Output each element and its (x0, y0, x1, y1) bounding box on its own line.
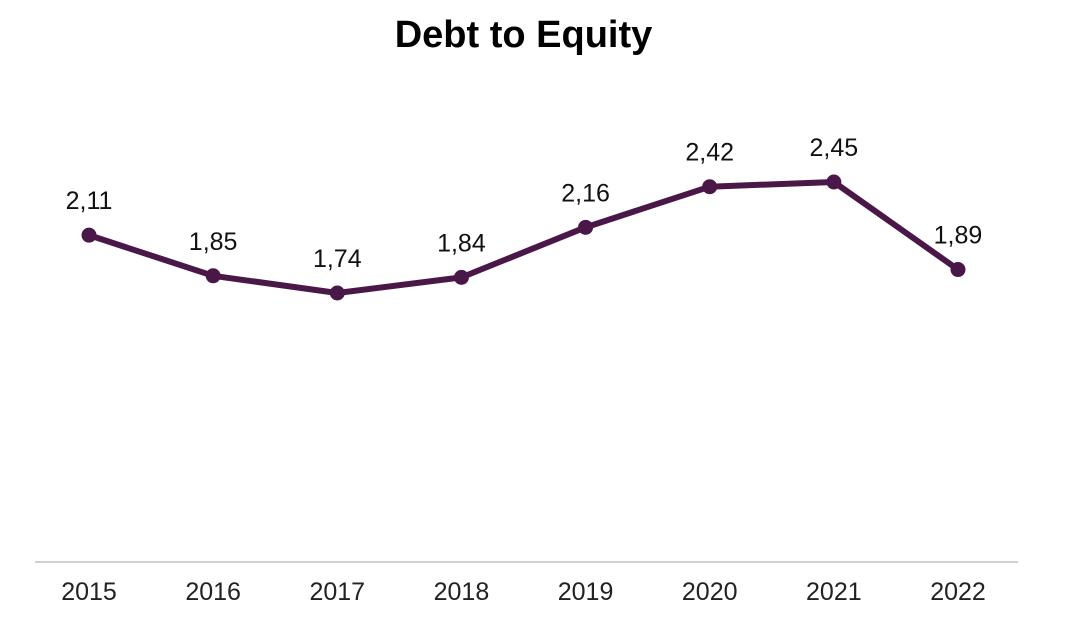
x-tick-label-2021: 2021 (806, 578, 862, 606)
data-point-2017 (329, 285, 345, 301)
data-point-2015 (81, 227, 97, 243)
data-point-2019 (578, 219, 594, 235)
x-tick-label-2022: 2022 (930, 578, 986, 606)
chart-title: Debt to Equity (394, 14, 653, 56)
data-point-2021 (826, 174, 842, 190)
data-point-2020 (702, 179, 718, 195)
data-label-2019: 2,16 (561, 179, 610, 207)
data-points (81, 174, 966, 301)
data-point-2016 (205, 268, 221, 284)
x-tick-label-2020: 2020 (682, 578, 738, 606)
x-tick-label-2017: 2017 (309, 578, 365, 606)
x-tick-label-2015: 2015 (61, 578, 117, 606)
data-labels: 2,11 1,85 1,74 1,84 2,16 2,42 2,45 1,89 (66, 134, 983, 273)
data-label-2017: 1,74 (313, 245, 362, 273)
data-point-2018 (453, 269, 469, 285)
series-line (86, 179, 961, 296)
x-tick-labels: 2015 2016 2017 2018 2019 2020 2021 2022 (61, 578, 986, 606)
data-label-2022: 1,89 (934, 222, 983, 250)
x-tick-label-2018: 2018 (434, 578, 490, 606)
data-label-2021: 2,45 (810, 134, 859, 162)
data-label-2018: 1,84 (437, 229, 486, 257)
x-tick-label-2019: 2019 (558, 578, 614, 606)
data-label-2015: 2,11 (66, 187, 113, 215)
data-label-2020: 2,42 (685, 139, 734, 167)
x-tick-label-2016: 2016 (185, 578, 241, 606)
data-label-2016: 1,85 (189, 228, 238, 256)
data-point-2022 (950, 262, 966, 278)
